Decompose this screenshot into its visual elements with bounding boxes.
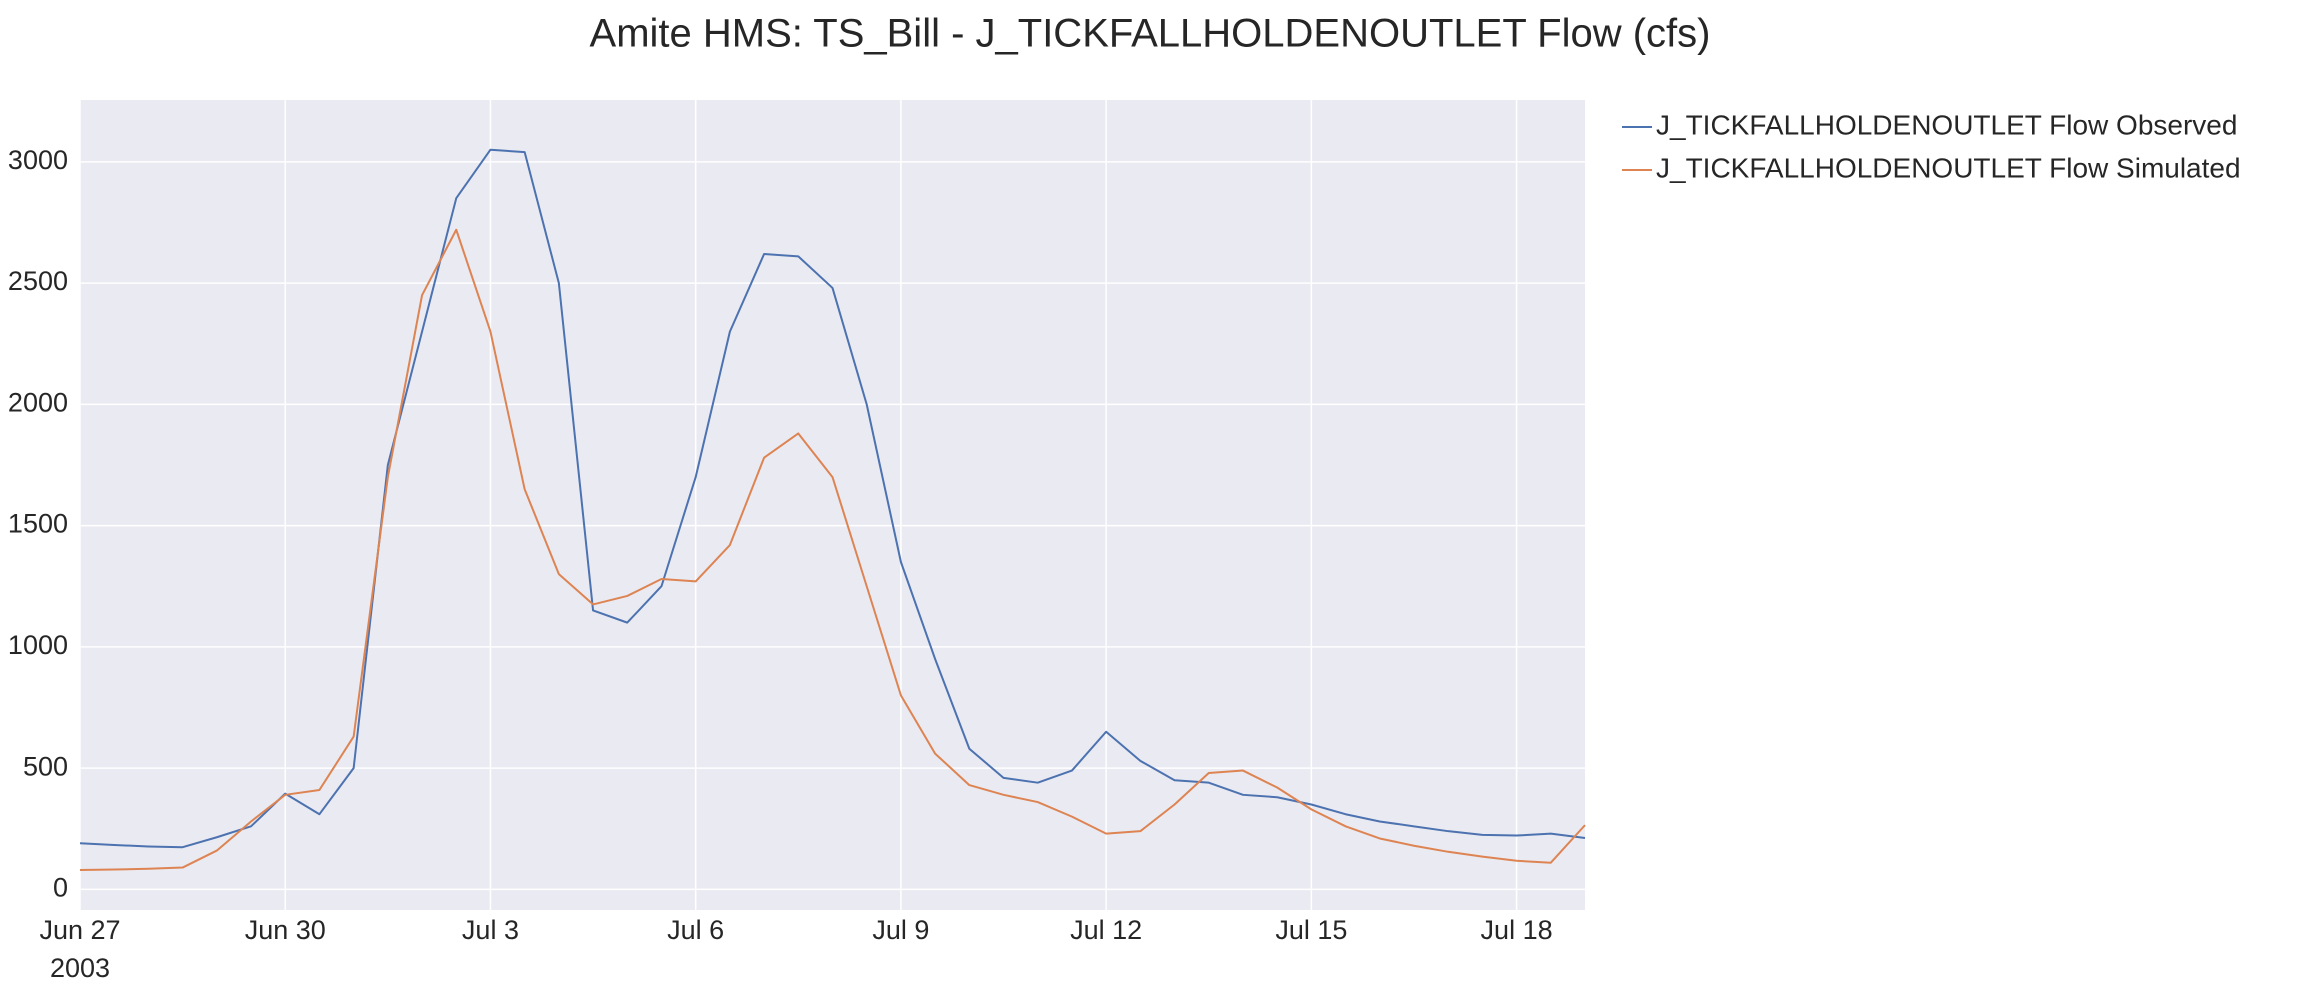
y-tick-label: 2500 <box>8 266 68 296</box>
labels: 0 500 1000 1500 2000 2500 3000 Jun 27 Jun 30 Jul … <box>8 109 2241 983</box>
legend-label: J_TICKFALLHOLDENOUTLET Flow Observed <box>1656 109 2237 140</box>
y-tick-label: 3000 <box>8 145 68 175</box>
x-tick-label: Jul 15 <box>1275 915 1347 945</box>
x-year-label: 2003 <box>50 953 110 983</box>
lines <box>79 148 1586 871</box>
y-tick-label: 0 <box>53 873 68 903</box>
chart-title: Amite HMS: TS_Bill - J_TICKFALLHOLDENOUT… <box>590 12 1711 56</box>
series-line <box>79 148 1586 849</box>
x-tick-label: Jul 18 <box>1481 915 1553 945</box>
x-tick-label: Jul 9 <box>872 915 929 945</box>
x-tick-label: Jun 30 <box>245 915 326 945</box>
series-line <box>79 228 1586 871</box>
x-tick-label: Jul 12 <box>1070 915 1142 945</box>
plot-background <box>80 100 1585 910</box>
x-tick-label: Jul 6 <box>667 915 724 945</box>
grid <box>79 100 1585 910</box>
x-tick-label: Jun 27 <box>39 915 120 945</box>
y-tick-label: 1500 <box>8 509 68 539</box>
y-tick-label: 1000 <box>8 630 68 660</box>
y-tick-label: 2000 <box>8 387 68 417</box>
legend-label: J_TICKFALLHOLDENOUTLET Flow Simulated <box>1656 152 2241 183</box>
y-tick-label: 500 <box>23 751 68 781</box>
x-tick-label: Jul 3 <box>462 915 519 945</box>
